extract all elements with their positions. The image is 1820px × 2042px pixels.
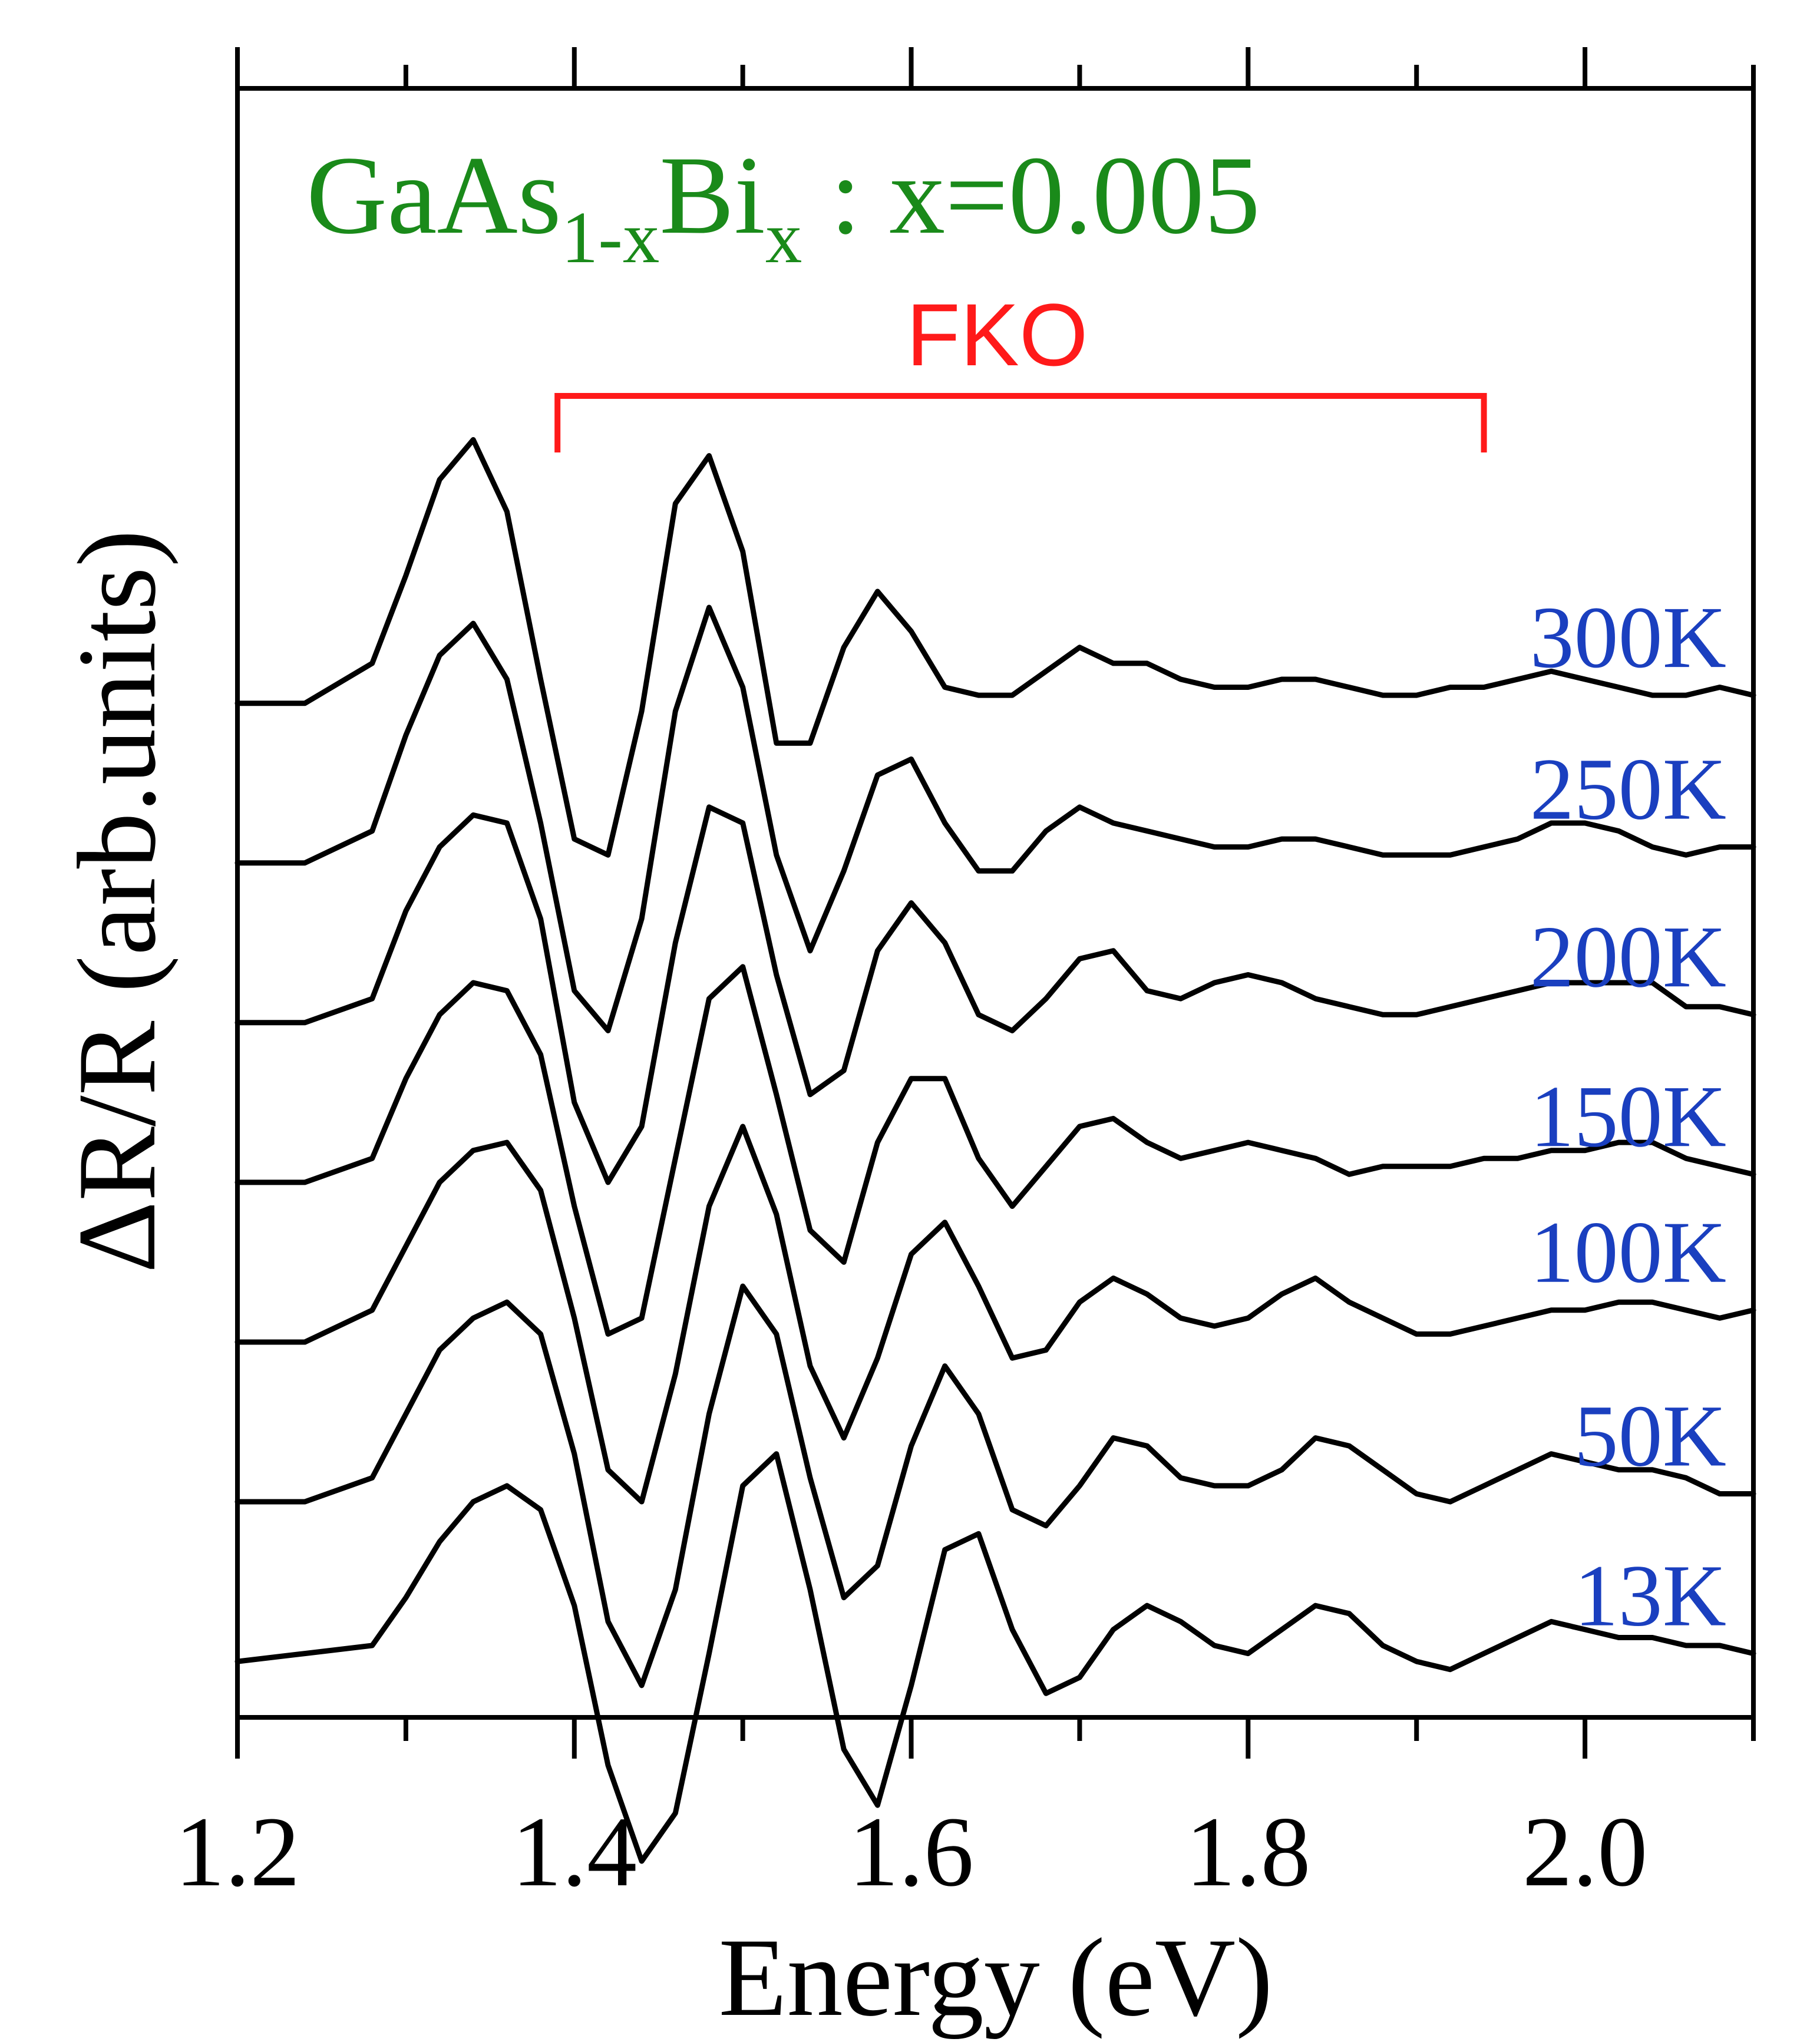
- x-tick-label: 1.4: [512, 1796, 638, 1907]
- x-tick-labels: 1.2 1.4 1.6 1.8 2.0: [175, 1796, 1648, 1907]
- fko-bracket: [554, 393, 1487, 452]
- series-label-100K: 100K: [1530, 1204, 1726, 1301]
- x-axis-label: Energy (eV): [719, 1916, 1273, 2040]
- title-base-2: Bi: [659, 134, 765, 257]
- series-label-50K: 50K: [1574, 1387, 1726, 1485]
- series-label-300K: 300K: [1530, 589, 1726, 686]
- fko-label: FKO: [906, 285, 1088, 384]
- series-label-150K: 150K: [1530, 1068, 1726, 1165]
- x-tick-label: 2.0: [1522, 1796, 1648, 1907]
- series-line-200K: [234, 804, 1756, 1185]
- title-sub-1: 1-x: [561, 197, 660, 279]
- title-base-1: GaAs: [306, 134, 561, 257]
- series-label-200K: 200K: [1530, 908, 1726, 1006]
- title-sub-2: x: [765, 197, 802, 279]
- y-axis-label: ΔR/R (arb.units): [55, 530, 179, 1273]
- series-label-250K: 250K: [1530, 741, 1726, 838]
- series-line-300K: [234, 437, 1756, 858]
- x-tick-label: 1.2: [175, 1796, 300, 1907]
- series-line-250K: [234, 604, 1756, 1033]
- fko-annotation: FKO: [554, 285, 1487, 452]
- title-rest: : x=0.005: [802, 134, 1260, 257]
- series-line-100K: [234, 1124, 1756, 1505]
- series-group: [234, 437, 1756, 1864]
- ticks-group: [235, 47, 1756, 1759]
- series-line-13K: [234, 1451, 1756, 1864]
- series-line-150K: [234, 964, 1756, 1337]
- chart-title: GaAs1-xBix : x=0.005: [306, 134, 1260, 279]
- x-tick-label: 1.8: [1185, 1796, 1311, 1907]
- series-label-13K: 13K: [1574, 1547, 1726, 1645]
- series-labels: 300K 250K 200K 150K 100K 50K 13K: [1530, 589, 1726, 1645]
- x-tick-label: 1.6: [848, 1796, 974, 1907]
- series-line-50K: [234, 1283, 1756, 1689]
- plot-frame: [235, 86, 1756, 1720]
